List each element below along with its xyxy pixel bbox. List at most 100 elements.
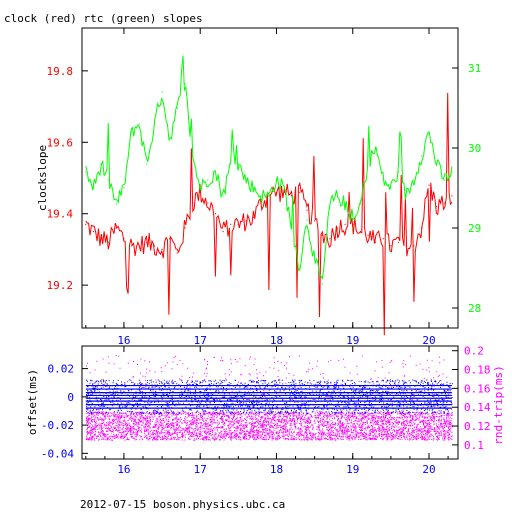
clock-point — [237, 223, 239, 225]
clock-point — [321, 234, 323, 236]
top-y-axis-label: clockslope — [36, 145, 49, 211]
clock-point — [253, 216, 255, 218]
rtc-point — [138, 123, 140, 125]
y2-tick-label: 30 — [468, 142, 481, 155]
clock-point — [275, 191, 278, 193]
rtc-point — [161, 91, 163, 93]
y2-tick-label: 0.12 — [464, 420, 491, 433]
clock-point — [245, 220, 247, 222]
rtc-point — [405, 195, 407, 197]
y-tick-label: -0.04 — [41, 447, 74, 460]
rtc-point — [306, 219, 308, 221]
clock-point — [451, 195, 453, 197]
rtc-point — [283, 187, 285, 189]
rtc-point — [443, 179, 445, 181]
bottom-x-axis: 16 17 18 19 20 — [85, 346, 449, 476]
top-x-axis: 16 17 18 19 20 — [85, 28, 449, 347]
rtc-point — [108, 179, 110, 181]
clock-point — [428, 184, 430, 186]
clock-point — [382, 238, 384, 240]
clock-point — [306, 209, 308, 211]
clock-point — [85, 223, 87, 225]
rtc-point — [428, 131, 430, 133]
y2-tick-label: 0.16 — [464, 382, 491, 395]
x-tick-label: 19 — [346, 334, 359, 347]
clock-point — [138, 245, 140, 247]
clock-point — [291, 195, 293, 197]
rtc-point — [268, 195, 270, 197]
rtc-point — [260, 195, 262, 197]
x-tick-label: 20 — [422, 463, 435, 476]
rtc-point — [245, 179, 247, 181]
clock-point — [314, 220, 316, 222]
x-tick-label: 17 — [194, 463, 207, 476]
rtc-point — [390, 187, 392, 189]
bottom-plot-area — [85, 355, 453, 441]
rtc-point — [436, 163, 438, 165]
chart-title: clock (red) rtc (green) slopes — [4, 12, 203, 25]
clock-point — [176, 252, 178, 254]
offset-points — [85, 379, 453, 415]
x-tick-label: 20 — [422, 334, 435, 347]
y2-tick-label: 28 — [468, 302, 481, 315]
y-tick-label: 0 — [67, 391, 74, 404]
bottom-y2-axis-label: rnd-trip(ms) — [492, 365, 505, 444]
rtc-point — [359, 203, 361, 205]
clock-slope-line — [85, 92, 453, 336]
rtc-point — [100, 163, 102, 165]
clock-point — [359, 231, 361, 233]
clock-point — [115, 227, 117, 229]
footer-host-date: 2012-07-15 boson.physics.ubc.ca — [80, 498, 285, 511]
rtc-point — [397, 171, 400, 173]
y-tick-label: 19.2 — [47, 279, 74, 292]
rtc-point — [222, 195, 224, 197]
bottom-plot-frame — [81, 345, 459, 460]
rtc-point — [420, 155, 422, 157]
rtc-slope-line — [85, 55, 453, 280]
clock-point — [199, 191, 201, 193]
rtc-point — [413, 179, 415, 181]
y2-tick-label: 0.1 — [464, 439, 484, 452]
rtc-point — [237, 163, 239, 165]
x-tick-label: 17 — [194, 334, 207, 347]
clock-point — [222, 231, 224, 233]
y2-tick-label: 0.2 — [464, 345, 484, 358]
rtc-point — [298, 267, 300, 269]
rtc-point — [329, 203, 331, 205]
top-plot-area — [85, 55, 453, 336]
y-tick-label: 0.02 — [48, 363, 75, 376]
rtc-point — [321, 283, 323, 285]
y-tick-label: 19.4 — [47, 208, 74, 221]
x-tick-label: 18 — [270, 334, 283, 347]
rtc-point — [344, 203, 346, 205]
rtc-point — [207, 179, 209, 181]
rtc-point — [146, 163, 148, 165]
clock-point — [298, 191, 300, 193]
x-tick-label: 19 — [346, 463, 359, 476]
clock-point — [230, 223, 232, 225]
x-tick-label: 16 — [117, 463, 130, 476]
bottom-y-axis-label: offset(ms) — [26, 369, 39, 435]
bottom-right-axis: 0.1 0.12 0.14 0.16 0.18 0.2 — [452, 345, 491, 452]
rtc-point — [192, 155, 194, 157]
clock-point — [192, 202, 194, 204]
clock-point — [184, 227, 186, 229]
rtc-point — [153, 123, 156, 125]
clock-point — [92, 231, 94, 233]
rtc-point — [451, 171, 453, 173]
clock-point — [131, 245, 133, 247]
rtc-point — [314, 259, 316, 261]
rtc-point — [85, 171, 87, 173]
rtc-point — [115, 203, 117, 205]
rtc-point — [253, 187, 255, 189]
y-tick-label: 19.8 — [47, 65, 74, 78]
clock-point — [108, 241, 110, 243]
clock-point — [352, 223, 354, 225]
rtc-point — [352, 227, 354, 229]
clock-point — [123, 238, 125, 240]
clock-point — [283, 191, 285, 193]
y2-tick-label: 29 — [468, 222, 481, 235]
bottom-left-axis: -0.04 -0.02 0 0.02 — [41, 363, 88, 460]
clock-point — [100, 238, 102, 240]
